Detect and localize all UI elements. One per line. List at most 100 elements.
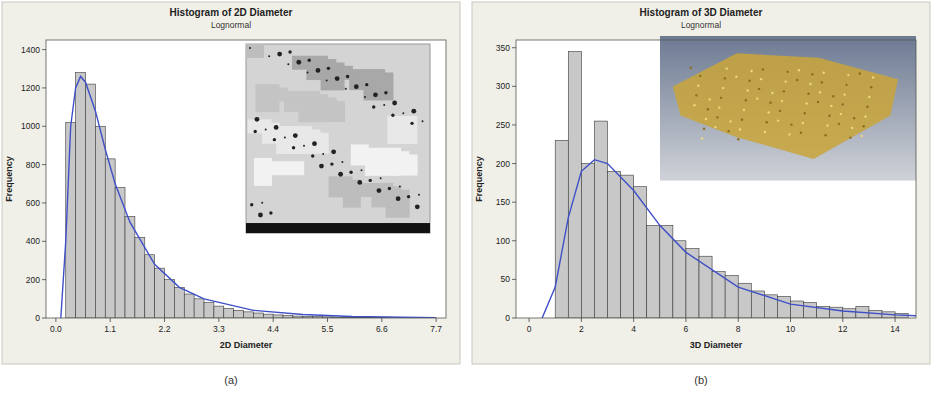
inset-particle	[705, 118, 707, 120]
inset-particle	[737, 138, 739, 140]
inset-particle	[722, 87, 724, 89]
inset-pore	[296, 60, 301, 65]
histogram-bar	[204, 303, 214, 318]
inset-particle	[868, 96, 870, 98]
inset-pore	[265, 128, 267, 130]
y-tick	[512, 279, 516, 280]
x-tick-label: 3.3	[213, 324, 225, 334]
inset-volume	[673, 53, 898, 159]
inset-particle	[767, 111, 769, 113]
x-tick	[381, 318, 382, 322]
inset-particle	[849, 136, 851, 138]
y-axis-title: Frequency	[4, 156, 14, 202]
marks	[542, 52, 916, 318]
inset-pore	[338, 172, 343, 177]
inset-pore	[250, 203, 253, 206]
x-tick	[327, 318, 328, 322]
y-tick-label: 1000	[21, 121, 40, 131]
x-tick	[529, 318, 530, 322]
x-tick	[685, 318, 686, 322]
histogram-bar	[660, 225, 673, 318]
x-tick-label: 0	[527, 324, 532, 334]
inset-pore	[345, 88, 347, 90]
inset-particle	[800, 132, 802, 134]
inset-pore	[364, 96, 366, 98]
inset-particle	[785, 80, 787, 82]
histogram-bar	[125, 216, 135, 318]
y-tick-label: 200	[496, 159, 510, 169]
inset-pore	[312, 141, 317, 146]
inset-particle	[819, 91, 821, 93]
histogram-bar	[608, 171, 621, 318]
x-tick-label: 6.6	[376, 324, 388, 334]
histogram-bar	[194, 299, 204, 318]
inset-particle	[693, 104, 695, 106]
inset-particle	[847, 74, 849, 76]
inset-pore	[369, 179, 372, 182]
x-tick-label: 14	[890, 324, 900, 334]
inset-pore	[308, 59, 311, 62]
inset-pore	[335, 76, 340, 81]
inset-particle	[750, 70, 752, 72]
inset-pore	[326, 80, 328, 82]
histogram-bar	[830, 307, 843, 318]
histogram-bar	[224, 308, 234, 318]
inset-particle	[756, 97, 758, 99]
panel-background	[472, 2, 930, 364]
inset-particle	[824, 134, 826, 136]
inset-pore	[322, 153, 324, 155]
inset-particle	[703, 128, 705, 130]
x-tick-label: 10	[786, 324, 796, 334]
x-tick	[55, 318, 56, 322]
inset-grain	[349, 69, 385, 90]
inset-pore	[410, 122, 413, 125]
inset-pore	[396, 196, 401, 201]
inset-particle	[769, 102, 771, 104]
x-tick	[164, 318, 165, 322]
inset-particle	[843, 93, 845, 95]
inset-particle	[802, 122, 804, 124]
inset-particle	[817, 101, 819, 103]
inset-particle	[809, 83, 811, 85]
plot-frame	[516, 40, 916, 318]
inset-particle	[781, 100, 783, 102]
inset-pore	[319, 164, 324, 169]
inset-pore	[288, 50, 291, 53]
y-tick-label: 200	[26, 275, 40, 285]
x-tick-label: 2	[579, 324, 584, 334]
inset-particle	[714, 126, 716, 128]
inset-particle	[851, 127, 853, 129]
x-tick	[738, 318, 739, 322]
histogram-bar	[594, 121, 607, 318]
inset-particle	[764, 131, 766, 133]
inset-pore	[388, 187, 391, 190]
inset-pore	[392, 101, 397, 106]
inset-particle	[743, 109, 745, 111]
inset-pore	[258, 213, 263, 218]
inset-grain	[387, 116, 417, 144]
inset-particle	[832, 95, 834, 97]
inset-pore	[354, 84, 359, 89]
inset-particle	[716, 116, 718, 118]
inset-particle	[760, 78, 762, 80]
inset-particle	[726, 67, 728, 69]
y-tick-label: 800	[26, 160, 40, 170]
y-tick	[42, 164, 46, 165]
histogram-bar	[76, 73, 86, 318]
inset-particle	[724, 77, 726, 79]
inset-particle	[811, 73, 813, 75]
inset-pore	[268, 55, 270, 57]
inset-pore	[372, 105, 375, 108]
y-tick	[42, 49, 46, 50]
y-axis-title: Frequency	[474, 156, 484, 202]
inset-pore	[261, 202, 263, 204]
inset-particle	[830, 105, 832, 107]
inset-particle	[838, 123, 840, 125]
histogram-bar	[843, 309, 856, 318]
inset-grain	[254, 158, 272, 186]
inset-pore	[287, 63, 289, 65]
inset-particle	[866, 106, 868, 108]
inset-particle	[804, 112, 806, 114]
inset-pore	[361, 169, 363, 171]
inset-pore	[293, 133, 298, 138]
